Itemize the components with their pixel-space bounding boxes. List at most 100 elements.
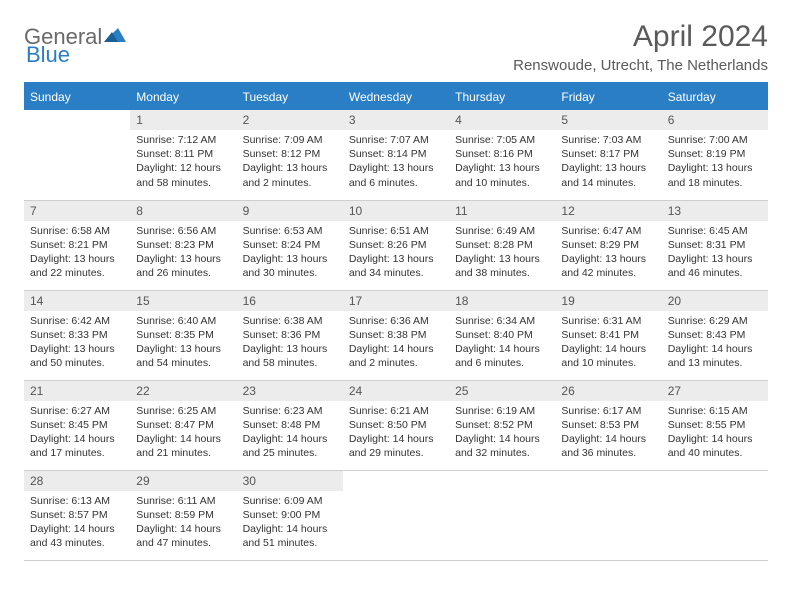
day-number: 15 — [130, 291, 236, 311]
sunrise-text: Sunrise: 6:13 AM — [30, 494, 124, 508]
daylight-text: Daylight: 13 hours and 38 minutes. — [455, 252, 549, 280]
calendar-row: 28Sunrise: 6:13 AMSunset: 8:57 PMDayligh… — [24, 470, 768, 560]
day-number: 9 — [237, 201, 343, 221]
daylight-text: Daylight: 14 hours and 6 minutes. — [455, 342, 549, 370]
day-number: 7 — [24, 201, 130, 221]
sunset-text: Sunset: 8:52 PM — [455, 418, 549, 432]
calendar-cell: 21Sunrise: 6:27 AMSunset: 8:45 PMDayligh… — [24, 380, 130, 470]
sunrise-text: Sunrise: 6:19 AM — [455, 404, 549, 418]
sunrise-text: Sunrise: 6:09 AM — [243, 494, 337, 508]
sunrise-text: Sunrise: 6:42 AM — [30, 314, 124, 328]
logo-text-blue: Blue — [26, 42, 70, 68]
day-details: Sunrise: 6:17 AMSunset: 8:53 PMDaylight:… — [555, 401, 661, 465]
sunrise-text: Sunrise: 6:34 AM — [455, 314, 549, 328]
sunset-text: Sunset: 8:45 PM — [30, 418, 124, 432]
day-number: 8 — [130, 201, 236, 221]
sunrise-text: Sunrise: 7:12 AM — [136, 133, 230, 147]
logo-triangle-icon — [104, 24, 126, 50]
sunset-text: Sunset: 8:59 PM — [136, 508, 230, 522]
day-details: Sunrise: 7:03 AMSunset: 8:17 PMDaylight:… — [555, 130, 661, 194]
day-number: 5 — [555, 110, 661, 130]
calendar-cell: 26Sunrise: 6:17 AMSunset: 8:53 PMDayligh… — [555, 380, 661, 470]
sunrise-text: Sunrise: 6:47 AM — [561, 224, 655, 238]
daylight-text: Daylight: 13 hours and 30 minutes. — [243, 252, 337, 280]
day-details: Sunrise: 6:13 AMSunset: 8:57 PMDaylight:… — [24, 491, 130, 555]
sunset-text: Sunset: 8:48 PM — [243, 418, 337, 432]
day-details: Sunrise: 6:21 AMSunset: 8:50 PMDaylight:… — [343, 401, 449, 465]
sunset-text: Sunset: 8:24 PM — [243, 238, 337, 252]
day-number: 28 — [24, 471, 130, 491]
calendar-cell: 30Sunrise: 6:09 AMSunset: 9:00 PMDayligh… — [237, 470, 343, 560]
sunset-text: Sunset: 8:21 PM — [30, 238, 124, 252]
day-details: Sunrise: 6:49 AMSunset: 8:28 PMDaylight:… — [449, 221, 555, 285]
day-number — [449, 471, 555, 477]
sunset-text: Sunset: 8:47 PM — [136, 418, 230, 432]
day-details: Sunrise: 6:56 AMSunset: 8:23 PMDaylight:… — [130, 221, 236, 285]
sunset-text: Sunset: 8:12 PM — [243, 147, 337, 161]
sunset-text: Sunset: 8:14 PM — [349, 147, 443, 161]
daylight-text: Daylight: 14 hours and 21 minutes. — [136, 432, 230, 460]
day-number: 21 — [24, 381, 130, 401]
weekday-header: Friday — [555, 83, 661, 110]
sunrise-text: Sunrise: 6:38 AM — [243, 314, 337, 328]
day-number: 3 — [343, 110, 449, 130]
day-details: Sunrise: 6:25 AMSunset: 8:47 PMDaylight:… — [130, 401, 236, 465]
day-number: 16 — [237, 291, 343, 311]
weekday-header: Sunday — [24, 83, 130, 110]
calendar-cell: 19Sunrise: 6:31 AMSunset: 8:41 PMDayligh… — [555, 290, 661, 380]
calendar-cell — [555, 470, 661, 560]
sunrise-text: Sunrise: 6:45 AM — [668, 224, 762, 238]
calendar-cell: 3Sunrise: 7:07 AMSunset: 8:14 PMDaylight… — [343, 110, 449, 200]
sunset-text: Sunset: 8:19 PM — [668, 147, 762, 161]
day-number: 22 — [130, 381, 236, 401]
calendar-cell: 29Sunrise: 6:11 AMSunset: 8:59 PMDayligh… — [130, 470, 236, 560]
daylight-text: Daylight: 13 hours and 18 minutes. — [668, 161, 762, 189]
day-number: 23 — [237, 381, 343, 401]
calendar-cell: 23Sunrise: 6:23 AMSunset: 8:48 PMDayligh… — [237, 380, 343, 470]
daylight-text: Daylight: 13 hours and 2 minutes. — [243, 161, 337, 189]
location-text: Renswoude, Utrecht, The Netherlands — [513, 57, 768, 74]
sunrise-text: Sunrise: 7:05 AM — [455, 133, 549, 147]
day-details: Sunrise: 7:00 AMSunset: 8:19 PMDaylight:… — [662, 130, 768, 194]
day-number — [343, 471, 449, 477]
day-number: 24 — [343, 381, 449, 401]
header: General April 2024 Renswoude, Utrecht, T… — [24, 20, 768, 74]
sunrise-text: Sunrise: 7:03 AM — [561, 133, 655, 147]
calendar-cell: 13Sunrise: 6:45 AMSunset: 8:31 PMDayligh… — [662, 200, 768, 290]
day-number: 2 — [237, 110, 343, 130]
day-details: Sunrise: 6:11 AMSunset: 8:59 PMDaylight:… — [130, 491, 236, 555]
day-number: 10 — [343, 201, 449, 221]
calendar-cell: 24Sunrise: 6:21 AMSunset: 8:50 PMDayligh… — [343, 380, 449, 470]
sunrise-text: Sunrise: 6:25 AM — [136, 404, 230, 418]
sunset-text: Sunset: 8:28 PM — [455, 238, 549, 252]
sunset-text: Sunset: 8:17 PM — [561, 147, 655, 161]
sunrise-text: Sunrise: 6:56 AM — [136, 224, 230, 238]
calendar-cell: 9Sunrise: 6:53 AMSunset: 8:24 PMDaylight… — [237, 200, 343, 290]
sunrise-text: Sunrise: 6:29 AM — [668, 314, 762, 328]
day-details: Sunrise: 6:51 AMSunset: 8:26 PMDaylight:… — [343, 221, 449, 285]
calendar-cell — [662, 470, 768, 560]
sunset-text: Sunset: 8:40 PM — [455, 328, 549, 342]
sunrise-text: Sunrise: 6:11 AM — [136, 494, 230, 508]
day-number — [24, 110, 130, 116]
calendar-cell: 6Sunrise: 7:00 AMSunset: 8:19 PMDaylight… — [662, 110, 768, 200]
sunset-text: Sunset: 8:23 PM — [136, 238, 230, 252]
sunset-text: Sunset: 8:53 PM — [561, 418, 655, 432]
day-number: 4 — [449, 110, 555, 130]
day-number: 19 — [555, 291, 661, 311]
daylight-text: Daylight: 13 hours and 26 minutes. — [136, 252, 230, 280]
daylight-text: Daylight: 14 hours and 36 minutes. — [561, 432, 655, 460]
day-details: Sunrise: 6:36 AMSunset: 8:38 PMDaylight:… — [343, 311, 449, 375]
weekday-header: Wednesday — [343, 83, 449, 110]
calendar-cell: 4Sunrise: 7:05 AMSunset: 8:16 PMDaylight… — [449, 110, 555, 200]
daylight-text: Daylight: 14 hours and 40 minutes. — [668, 432, 762, 460]
calendar-cell: 2Sunrise: 7:09 AMSunset: 8:12 PMDaylight… — [237, 110, 343, 200]
day-details: Sunrise: 6:23 AMSunset: 8:48 PMDaylight:… — [237, 401, 343, 465]
daylight-text: Daylight: 12 hours and 58 minutes. — [136, 161, 230, 189]
day-details: Sunrise: 6:38 AMSunset: 8:36 PMDaylight:… — [237, 311, 343, 375]
sunrise-text: Sunrise: 6:21 AM — [349, 404, 443, 418]
day-number: 30 — [237, 471, 343, 491]
day-details: Sunrise: 6:47 AMSunset: 8:29 PMDaylight:… — [555, 221, 661, 285]
daylight-text: Daylight: 13 hours and 54 minutes. — [136, 342, 230, 370]
calendar-cell: 20Sunrise: 6:29 AMSunset: 8:43 PMDayligh… — [662, 290, 768, 380]
